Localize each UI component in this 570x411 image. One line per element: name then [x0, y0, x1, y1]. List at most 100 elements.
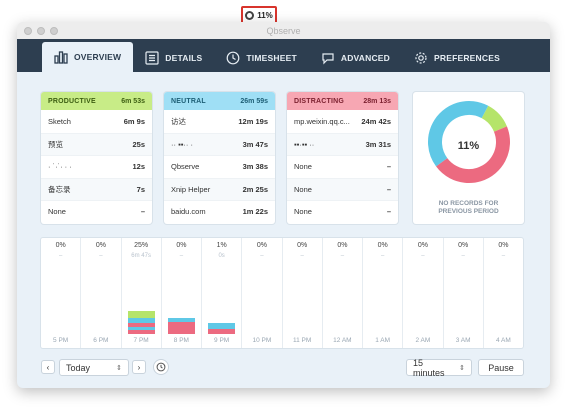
- hour-column[interactable]: 0% – 2 AM: [402, 238, 442, 348]
- minimize-window-button[interactable]: [37, 26, 45, 35]
- list-item[interactable]: None –: [287, 177, 398, 200]
- tab-details[interactable]: DETAILS: [133, 44, 214, 72]
- interval-select[interactable]: 15 minutes ⇕: [406, 357, 472, 378]
- period-select[interactable]: Today ⇕: [59, 359, 129, 376]
- activity-segment: [127, 311, 155, 319]
- history-button[interactable]: [153, 359, 169, 375]
- productivity-donut-chart: [428, 101, 510, 184]
- hour-duration: –: [179, 253, 184, 259]
- tab-label: PREFERENCES: [434, 53, 500, 63]
- app-time: –: [386, 162, 391, 172]
- note-line: PREVIOUS PERIOD: [438, 208, 499, 215]
- hour-column[interactable]: 1% 0s 9 PM: [201, 238, 241, 348]
- hour-duration: –: [260, 253, 264, 259]
- hour-label: 8 PM: [173, 337, 189, 344]
- list-item[interactable]: 备忘录 7s: [41, 177, 152, 200]
- title-bar: Qbserve: [17, 22, 550, 39]
- app-name: Sketch: [48, 116, 71, 126]
- activity-segment: [208, 329, 236, 334]
- hour-label: 6 PM: [93, 337, 109, 344]
- app-time: 3m 38s: [242, 162, 268, 172]
- tab-bar: OVERVIEW DETAILS TIMESHEET ADVANCED PREF…: [17, 39, 550, 72]
- hour-label: 2 AM: [415, 337, 431, 344]
- hour-percent: 0%: [377, 242, 388, 249]
- hour-label: 1 AM: [375, 337, 391, 344]
- donut-segment-productive: [428, 101, 510, 184]
- next-period-button[interactable]: ›: [132, 360, 146, 374]
- app-name: baidu.com: [171, 207, 206, 217]
- hour-label: 12 AM: [333, 337, 352, 344]
- hour-percent: 0%: [417, 242, 428, 249]
- interval-value: 15 minutes: [413, 357, 445, 378]
- hour-column[interactable]: 0% – 4 AM: [482, 238, 523, 348]
- activity-segment: [127, 330, 155, 334]
- close-window-button[interactable]: [24, 26, 32, 35]
- app-list: Sketch 6m 9s 预览 25s · ˙·˙· · · 12s 备忘录 7s No…: [41, 110, 152, 223]
- hour-percent: 0%: [458, 242, 469, 249]
- list-item[interactable]: None –: [287, 155, 398, 178]
- app-time: 25s: [132, 139, 145, 149]
- category-total: 6m 53s: [121, 97, 145, 105]
- app-name: None: [48, 207, 66, 217]
- hour-column[interactable]: 0% – 5 PM: [41, 238, 80, 348]
- list-item[interactable]: · ˙·˙· · · 12s: [41, 155, 152, 178]
- distracting-header[interactable]: DISTRACTING 28m 13s: [287, 92, 398, 110]
- app-name: None: [294, 184, 312, 194]
- previous-period-button[interactable]: ‹: [41, 360, 55, 374]
- app-time: 2m 25s: [242, 184, 268, 194]
- productive-header[interactable]: PRODUCTIVE 6m 53s: [41, 92, 152, 110]
- hour-column[interactable]: 0% – 12 AM: [321, 238, 362, 348]
- activity-segment: [208, 323, 236, 330]
- hour-column[interactable]: 0% – 11 PM: [281, 238, 322, 348]
- list-item[interactable]: mp.weixin.qq.c... 24m 42s: [287, 110, 398, 133]
- hour-label: 11 PM: [292, 337, 312, 344]
- tab-timesheet[interactable]: TIMESHEET: [214, 44, 308, 72]
- hour-label: 5 PM: [53, 337, 69, 344]
- hour-column[interactable]: 0% – 8 PM: [160, 238, 201, 348]
- app-name: · ˙·˙· · ·: [48, 162, 72, 172]
- list-item[interactable]: baidu.com 1m 22s: [164, 200, 275, 223]
- app-time: 6m 9s: [123, 116, 145, 126]
- list-item[interactable]: None –: [287, 200, 398, 223]
- window-title: Qbserve: [266, 25, 301, 36]
- hour-column[interactable]: 0% – 1 AM: [362, 238, 402, 348]
- hour-duration: –: [99, 253, 103, 259]
- tab-label: DETAILS: [165, 53, 203, 63]
- hour-percent: 0%: [337, 242, 348, 249]
- list-item[interactable]: Qbserve 3m 38s: [164, 155, 275, 178]
- hour-activity-bar: [167, 318, 195, 334]
- tab-overview[interactable]: OVERVIEW: [42, 42, 134, 72]
- hour-percent: 0%: [176, 242, 187, 249]
- app-time: 3m 47s: [242, 139, 268, 149]
- pause-button[interactable]: Pause: [478, 359, 524, 376]
- distracting-card: DISTRACTING 28m 13s mp.weixin.qq.c... 24m…: [287, 92, 398, 224]
- list-item[interactable]: ·· ▪▪·· · 3m 47s: [164, 132, 275, 155]
- hour-column[interactable]: 0% – 10 PM: [241, 238, 281, 348]
- hour-column[interactable]: 0% – 3 AM: [442, 238, 483, 348]
- category-name: DISTRACTING: [294, 97, 345, 105]
- list-item[interactable]: Xnip Helper 2m 25s: [164, 177, 275, 200]
- hour-label: 10 PM: [252, 337, 272, 344]
- list-item[interactable]: 预览 25s: [41, 132, 152, 155]
- app-time: –: [386, 184, 391, 194]
- hour-column[interactable]: 0% – 6 PM: [80, 238, 120, 348]
- list-item[interactable]: Sketch 6m 9s: [41, 110, 152, 133]
- app-time: 1m 22s: [242, 207, 268, 217]
- activity-segment: [127, 318, 155, 324]
- list-item[interactable]: ▪▪·▪▪ ·· 3m 31s: [287, 132, 398, 155]
- list-item[interactable]: 访达 12m 19s: [164, 110, 275, 133]
- tab-advanced[interactable]: ADVANCED: [309, 44, 402, 72]
- zoom-window-button[interactable]: [50, 26, 58, 35]
- hour-label: 3 AM: [455, 337, 471, 344]
- neutral-header[interactable]: NEUTRAL 26m 59s: [164, 92, 275, 110]
- app-name: None: [294, 207, 312, 217]
- hour-column[interactable]: 25% 6m 47s 7 PM: [120, 238, 161, 348]
- list-item[interactable]: None –: [41, 200, 152, 223]
- hour-duration: –: [421, 253, 425, 259]
- tab-label: ADVANCED: [340, 53, 390, 63]
- previous-period-note: NO RECORDS FOR PREVIOUS PERIOD: [413, 200, 524, 216]
- hour-percent: 0%: [55, 242, 66, 249]
- tab-preferences[interactable]: PREFERENCES: [402, 44, 512, 72]
- chevron-updown-icon: ⇕: [459, 364, 465, 372]
- hour-duration: 6m 47s: [131, 253, 151, 259]
